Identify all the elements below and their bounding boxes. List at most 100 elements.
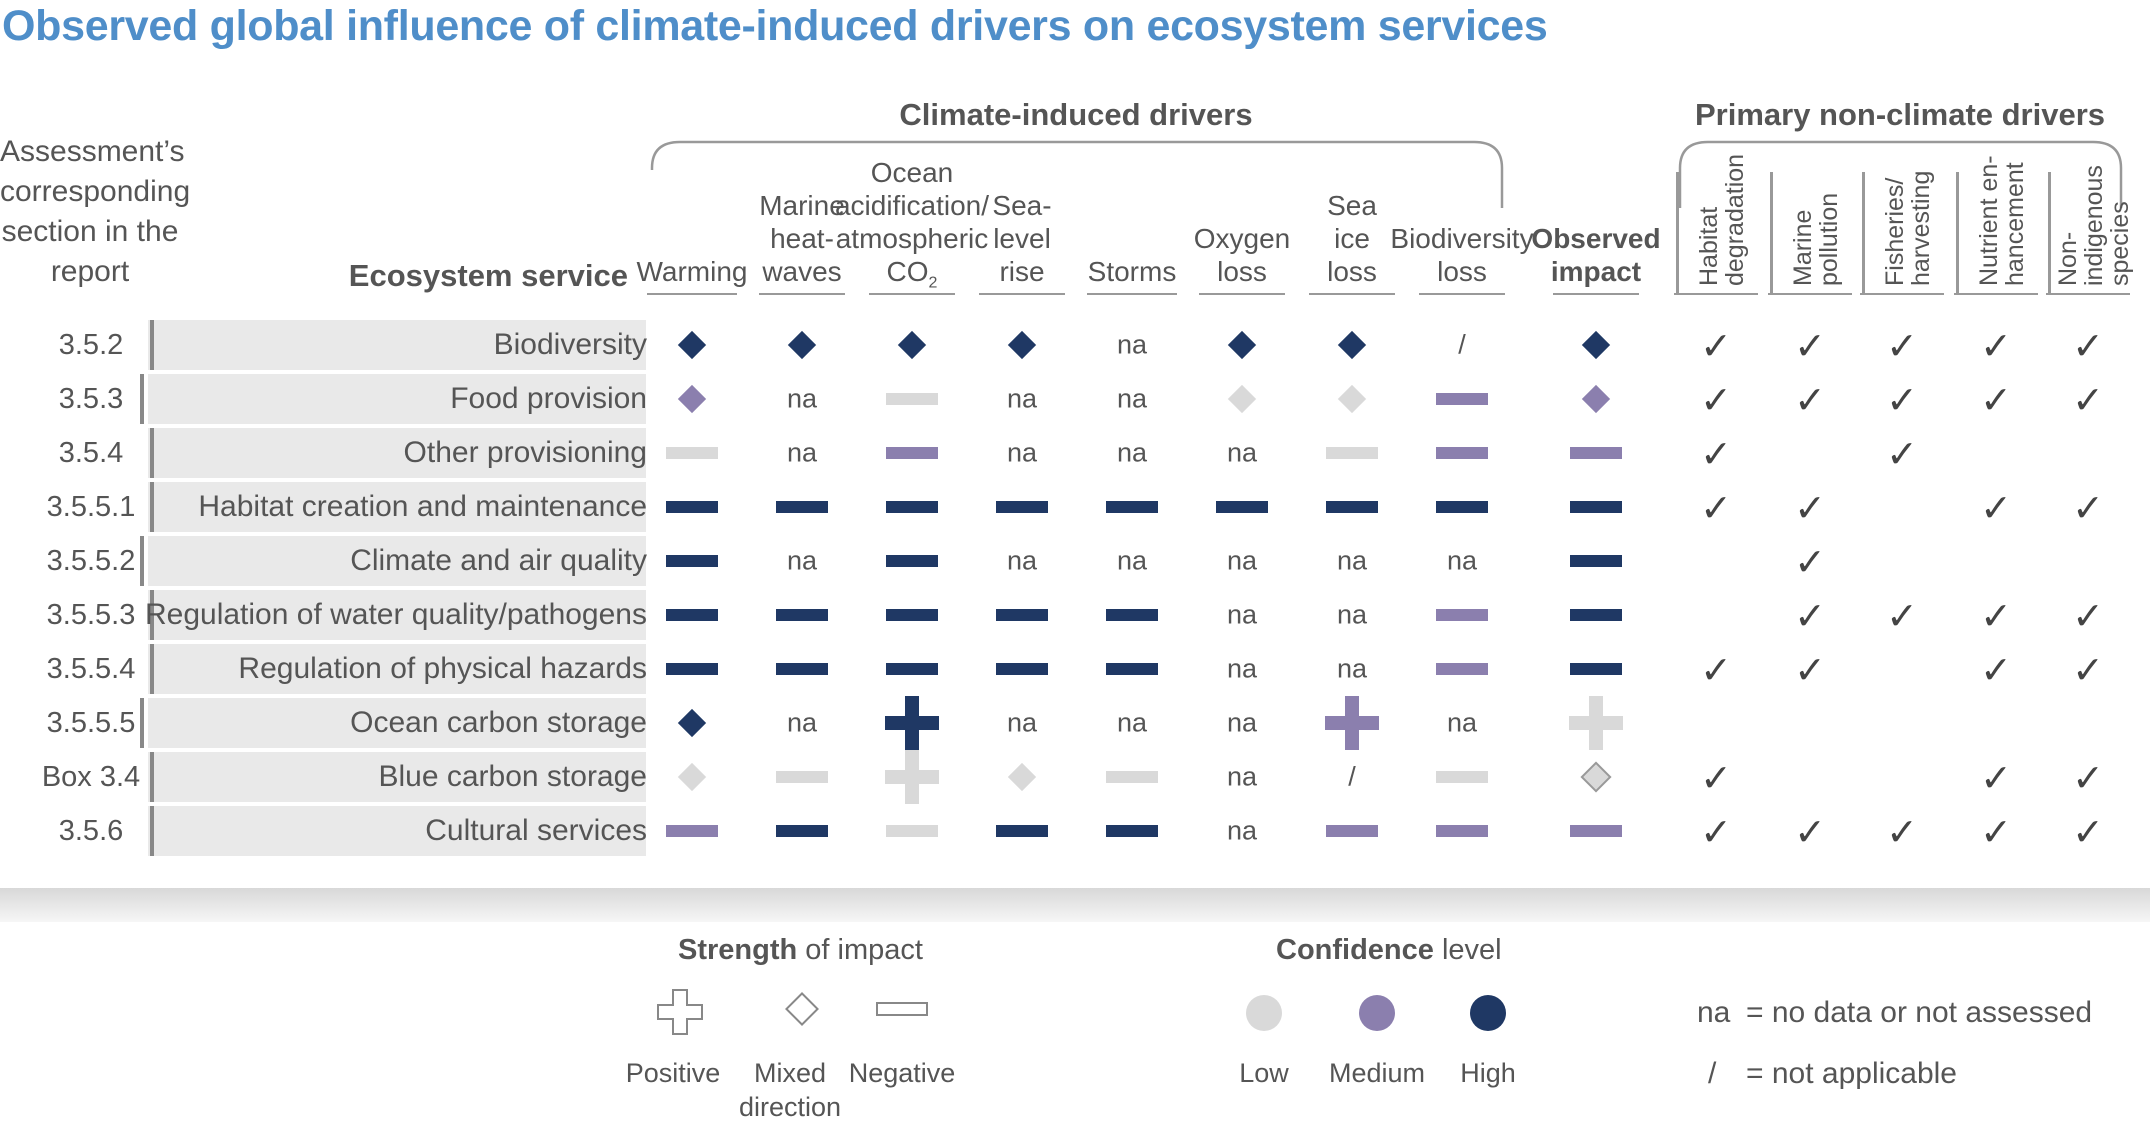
- row-section-bar: [140, 698, 144, 748]
- check-mark: ✓: [1700, 326, 1732, 368]
- nonclimate-drivers-group-title: Primary non-climate drivers: [1694, 97, 2106, 132]
- na-label: na: [1226, 437, 1258, 468]
- negative-impact-symbol: [1570, 663, 1622, 675]
- mixed-direction-symbol: [1337, 330, 1367, 360]
- mixed-direction-symbol: [1007, 330, 1037, 360]
- negative-impact-symbol: [1436, 501, 1488, 513]
- service-label: Regulation of physical hazards: [238, 652, 647, 685]
- check-mark: ✓: [1794, 380, 1826, 422]
- nonclimate-column-bar: [1956, 172, 1959, 294]
- column-header-underline: [1309, 293, 1395, 295]
- column-header-nonclimate-0: Habitat degradation: [1695, 153, 1749, 286]
- check-mark: ✓: [2072, 650, 2104, 692]
- na-label: na: [1006, 437, 1038, 468]
- section-number: 3.5.5.5: [46, 707, 136, 739]
- check-mark: ✓: [2072, 380, 2104, 422]
- check-mark: ✓: [2072, 488, 2104, 530]
- mixed-direction-symbol: [787, 330, 817, 360]
- nonclimate-column-underline: [2046, 293, 2130, 295]
- service-label: Cultural services: [425, 814, 647, 847]
- negative-impact-symbol: [886, 663, 938, 675]
- column-header-ice: Sea ice loss: [1327, 190, 1377, 287]
- na-label: na: [786, 437, 818, 468]
- mixed-direction-symbol: [677, 330, 707, 360]
- service-label: Climate and air quality: [350, 544, 647, 577]
- column-header-nonclimate-2: Fisheries/harvesting: [1881, 170, 1935, 286]
- mixed-direction-symbol: [677, 708, 707, 738]
- negative-impact-symbol: [1326, 825, 1378, 837]
- legend-high-label: High: [1460, 1058, 1516, 1088]
- figure-title: Observed global influence of climate-ind…: [2, 2, 1548, 50]
- negative-impact-symbol: [1106, 501, 1158, 513]
- na-label: na: [1116, 707, 1148, 738]
- table-row: [148, 320, 646, 370]
- check-mark: ✓: [1980, 812, 2012, 854]
- na-label: na: [1336, 653, 1368, 684]
- negative-impact-symbol: [1436, 609, 1488, 621]
- check-mark: ✓: [2072, 758, 2104, 800]
- row-section-bar: [150, 590, 154, 640]
- check-mark: ✓: [2072, 596, 2104, 638]
- negative-impact-symbol: [1216, 501, 1268, 513]
- section-number: 3.5.3: [58, 383, 124, 415]
- na-label: na: [1116, 329, 1148, 360]
- column-header-oa: Ocean acidification/atmospheric CO2: [834, 157, 990, 292]
- negative-impact-symbol: [776, 501, 828, 513]
- service-label: Food provision: [450, 382, 647, 415]
- check-mark: ✓: [1886, 812, 1918, 854]
- section-number: 3.5.5.4: [46, 653, 136, 685]
- service-label: Regulation of water quality/pathogens: [144, 598, 647, 631]
- table-row: [148, 374, 646, 424]
- na-label: na: [786, 545, 818, 576]
- section-number: 3.5.4: [58, 437, 124, 469]
- column-header-nonclimate-3: Nutrient en-hancement: [1975, 155, 2029, 286]
- column-header-underline: [1199, 293, 1285, 295]
- nonclimate-column-underline: [1768, 293, 1852, 295]
- negative-impact-symbol: [1106, 771, 1158, 783]
- negative-impact-symbol: [886, 555, 938, 567]
- row-section-bar: [150, 752, 154, 802]
- negative-impact-symbol: [886, 609, 938, 621]
- legend-slash-text: = not applicable: [1746, 1057, 1957, 1090]
- negative-impact-symbol: [666, 447, 718, 459]
- negative-impact-symbol: [1570, 501, 1622, 513]
- row-section-bar: [150, 428, 154, 478]
- column-header-underline: [1553, 293, 1639, 295]
- legend-mixed-label: Mixed direction: [738, 1058, 842, 1122]
- negative-impact-symbol: [1436, 825, 1488, 837]
- column-header-underline: [1419, 293, 1505, 295]
- check-mark: ✓: [1886, 434, 1918, 476]
- table-row: [148, 428, 646, 478]
- service-label: Blue carbon storage: [378, 760, 647, 793]
- check-mark: ✓: [2072, 326, 2104, 368]
- negative-impact-symbol: [666, 609, 718, 621]
- mixed-direction-symbol: [677, 762, 707, 792]
- negative-impact-symbol: [1436, 393, 1488, 405]
- negative-impact-symbol: [1570, 447, 1622, 459]
- mixed-direction-symbol: [1580, 761, 1612, 793]
- service-label: Habitat creation and maintenance: [198, 490, 647, 523]
- na-label: na: [1226, 599, 1258, 630]
- na-label: na: [786, 707, 818, 738]
- na-label: na: [1006, 545, 1038, 576]
- column-header-underline: [759, 293, 845, 295]
- legend-low-label: Low: [1239, 1058, 1289, 1088]
- na-label: na: [1006, 383, 1038, 414]
- column-header-obs: Observed impact: [1531, 223, 1661, 287]
- row-section-bar: [150, 482, 154, 532]
- check-mark: ✓: [1794, 542, 1826, 584]
- column-header-slr: Sea-level rise: [992, 190, 1052, 287]
- legend-strength-symbols: [657, 989, 928, 1035]
- na-label: na: [1226, 653, 1258, 684]
- na-label: na: [1006, 707, 1038, 738]
- negative-symbol-outline: [876, 1002, 928, 1016]
- mixed-direction-symbol: [1581, 384, 1611, 414]
- service-label: Other provisioning: [403, 436, 647, 469]
- positive-impact-symbol: [885, 696, 939, 750]
- nonclimate-column-bar: [1676, 172, 1679, 294]
- check-mark: ✓: [1886, 596, 1918, 638]
- nonclimate-column-underline: [1674, 293, 1758, 295]
- column-header-bio: Biodiversity loss: [1390, 223, 1534, 287]
- check-mark: ✓: [1794, 812, 1826, 854]
